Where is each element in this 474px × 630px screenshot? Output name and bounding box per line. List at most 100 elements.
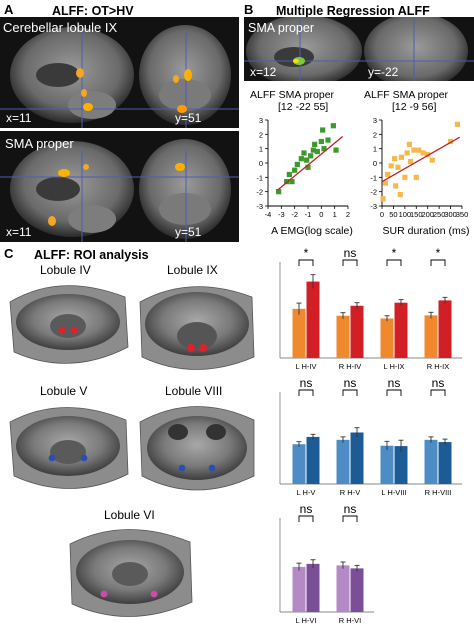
bar-iv-ix-category-label: R H-IV [339,362,362,371]
bar-chart-lobules-iv-ix: * L H-IV ns R H-IV * L H-IX * R H-IX [279,246,462,371]
scatter-emg-point [318,138,324,145]
scatter-sur-ytick-label: -1 [370,173,377,182]
scatter-sur-point [447,138,454,145]
scatter-emg-point [321,146,327,152]
bar-v-viii-bar [438,442,452,484]
roi-label-lobule-v: Lobule V [40,384,88,398]
bar-iv-ix-significance-bracket [298,259,314,266]
scatter-emg-subtitle: [12 -22 55] [278,101,328,113]
bar-v-viii-significance-bracket [298,389,314,396]
roi-label-lobule-iv: Lobule IV [40,263,91,277]
scatter-sur-point [406,141,413,147]
regression-y-coordinate: y=-22 [368,65,399,79]
panel-b-letter: B [244,2,254,17]
bar-v-viii-category-label: L H-V [297,488,316,497]
bar-iv-ix-bar [350,305,364,358]
bar-v-viii-significance-bracket [430,389,446,396]
bar-vi-bar [350,568,364,612]
scatter-sur-x-axis-label: SUR duration (ms) [383,225,470,237]
bar-vi-bar [306,563,320,612]
bar-iv-ix-bar [306,281,320,358]
bar-v-viii-significance-label: ns [432,376,445,390]
scatter-emg-point [294,161,300,168]
bar-iv-ix-category-label: R H-IX [427,362,450,371]
bar-v-viii-significance-label: ns [388,376,401,390]
bar-v-viii-category-label: R H-V [340,488,360,497]
scatter-emg-xtick-label: -2 [291,210,298,219]
scatter-emg-xtick-label: -4 [265,210,272,219]
scatter-sur-xtick-label: 100 [399,210,412,219]
roi-brain-lobule-v [9,407,129,489]
scatter-emg-fit-line [276,135,344,191]
roi-brain-renders [9,285,255,617]
bar-iv-ix-bar [292,308,306,358]
panel-a-title: ALFF: OT>HV [52,4,134,18]
scatter-sur-ytick-label: 0 [373,159,377,168]
bar-iv-ix-significance-label: * [436,246,441,260]
scatter-emg-point [330,123,336,129]
scatter-sur-subtitle: [12 -9 56] [392,101,436,113]
scatter-sur-xtick-label: 0 [380,210,384,219]
bar-iv-ix-category-label: L H-IV [296,362,317,371]
scatter-sur-xtick-label: 150 [410,210,423,219]
scatter-sur-point [382,180,389,186]
bottom-x-coordinate: x=11 [6,225,32,239]
bar-v-viii-bar [424,439,438,484]
roi-brain-lobule-iv [9,285,129,364]
scatter-sur-xtick-label: 200 [421,210,434,219]
scatter-sur-xtick-label: 250 [433,210,446,219]
cerebellar-ix-label: Cerebellar lobule IX [3,20,118,35]
bar-v-viii-bar [306,436,320,484]
scatter-emg-xtick-label: 1 [333,210,337,219]
bar-iv-ix-bar [394,302,408,358]
scatter-emg-point [286,171,292,178]
scatter-sur-point [397,191,403,198]
bar-vi-significance-label: ns [300,502,313,516]
scatter-sur-point [395,164,401,170]
bar-iv-ix-category-label: L H-IX [384,362,405,371]
panel-a-letter: A [4,2,14,17]
bar-iv-ix-bar [336,315,350,358]
bar-v-viii-significance-bracket [386,389,402,396]
panel-c-title: ALFF: ROI analysis [34,248,149,262]
scatter-sur-ytick-label: -3 [370,202,377,211]
regression-x-coordinate: x=12 [250,65,277,79]
panel-c-letter: C [4,246,14,261]
bar-chart-lobules-v-viii: ns L H-V ns R H-V ns L H-VIII ns R H-VIII [279,376,462,497]
bar-v-viii-bar [336,439,350,484]
scatter-emg-point [305,164,311,170]
panel-b-title: Multiple Regression ALFF [276,4,430,18]
top-x-coordinate: x=11 [6,111,32,125]
bar-iv-ix-bar [438,300,452,358]
scatter-emg-ytick-label: 1 [259,145,263,154]
scatter-sur-point [407,158,414,165]
scatter-emg-point [310,147,316,153]
scatter-emg-xtick-label: 2 [346,210,350,219]
scatter-sur-fit-line [381,136,461,183]
scatter-sur-point [411,147,417,153]
scatter-emg-point [320,127,326,133]
bar-vi-bar [292,566,306,612]
scatter-emg-point [308,153,314,159]
scatter-sur-xtick-label: 350 [456,210,469,219]
bar-v-viii-significance-bracket [342,389,358,396]
scatter-emg-point [289,179,295,185]
bar-chart-lobule-vi: ns L H-VI ns R H-VI [279,502,374,625]
scatter-sur-point [380,196,386,202]
scatter-sur-point [391,156,398,162]
scatter-emg-point [304,157,310,163]
scatter-emg-point [314,148,320,155]
bar-vi-category-label: L H-VI [296,616,317,625]
scatter-sur-point [393,183,399,189]
scatter-sur-point [420,150,426,156]
brain-slices-top [0,25,239,128]
bar-v-viii-category-label: L H-VIII [381,488,406,497]
bar-v-viii-bar [380,445,394,484]
scatter-emg-ytick-label: 3 [259,116,263,125]
scatter-sur-point [429,157,435,163]
scatter-emg-ytick-label: 2 [259,130,263,139]
sma-proper-label-a: SMA proper [5,136,74,151]
bottom-y-coordinate: y=51 [175,225,202,239]
scatter-sur-ytick-label: 3 [373,116,377,125]
